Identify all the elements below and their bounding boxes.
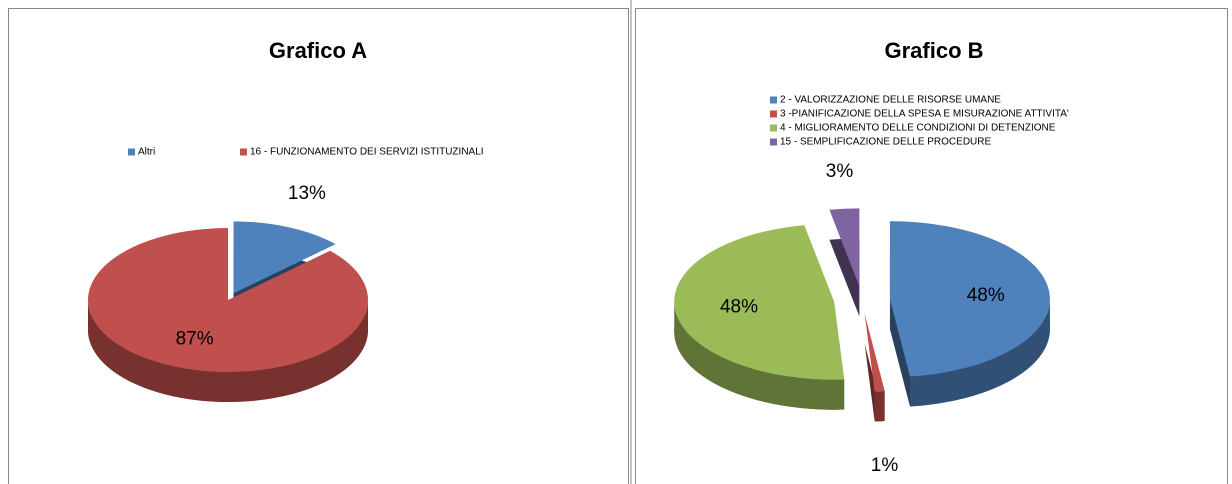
slice-side [909,299,1050,407]
legend-label: 4 - MIGLIORAMENTO DELLE CONDIZIONI DI DE… [780,123,1056,134]
legend-label: Altri [138,147,155,158]
legend-swatch [240,148,247,156]
legend-swatch [770,138,777,146]
panel-a [8,8,629,484]
legend-label: 15 - SEMPLIFICAZIONE DELLE PROCEDURE [780,137,991,148]
data-label: 3% [826,161,854,182]
slice-side [674,301,845,410]
slice [889,221,1050,377]
slice-side [88,300,368,402]
legend-swatch [128,148,135,156]
data-label: 1% [871,455,899,476]
chart-title: Grafico A [269,38,367,63]
legend-swatch [770,110,777,118]
slice-side [874,390,885,422]
data-label: 87% [176,329,214,350]
slice [829,208,860,287]
legend-label: 3 -PIANIFICAZIONE DELLA SPESA E MISURAZI… [780,109,1069,120]
legend-swatch [770,96,777,104]
slice [88,228,368,372]
legend-label: 2 - VALORIZZAZIONE DELLE RISORSE UMANE [780,95,1001,106]
data-label: 13% [288,183,326,204]
data-label: 48% [720,297,758,318]
slice [864,313,885,392]
panel-b [635,8,1228,484]
data-label: 48% [967,285,1005,306]
slice [233,221,336,294]
legend-swatch [770,124,777,132]
slice [674,225,845,380]
legend-label: 16 - FUNZIONAMENTO DEI SERVIZI ISTITUZIN… [250,147,484,158]
chart-title: Grafico B [884,38,983,63]
